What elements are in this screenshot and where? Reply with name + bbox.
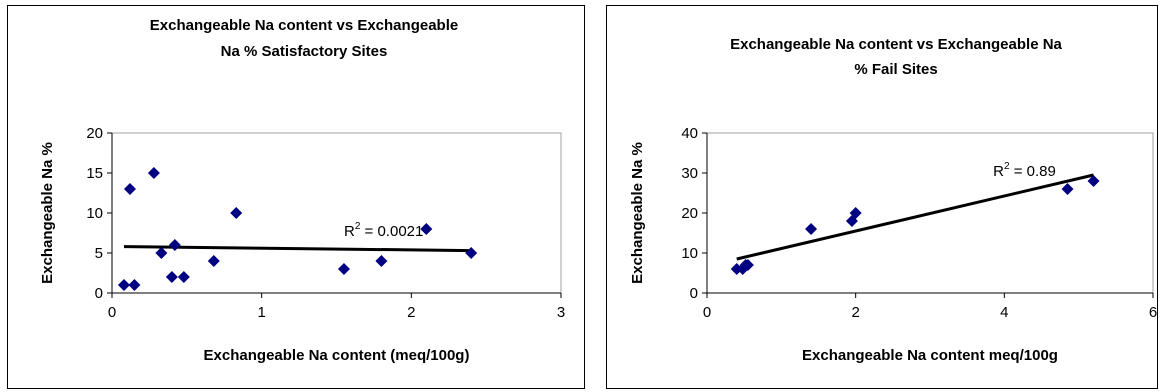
chart-panel-fail: Exchangeable Na content vs Exchangeable … bbox=[606, 5, 1158, 389]
r-squared-label: R2 = 0.0021 bbox=[344, 221, 423, 240]
y-tick-label: 5 bbox=[95, 245, 103, 262]
data-point bbox=[147, 167, 160, 179]
chart-title-line: % Fail Sites bbox=[854, 61, 937, 78]
r-squared-superscript: 2 bbox=[355, 221, 361, 232]
data-point bbox=[230, 207, 243, 219]
data-point bbox=[165, 271, 178, 283]
x-tick-label: 4 bbox=[1000, 304, 1008, 321]
data-point bbox=[1061, 183, 1074, 195]
x-tick-label: 2 bbox=[851, 304, 859, 321]
chart-title-line: Na % Satisfactory Sites bbox=[221, 43, 388, 60]
r-squared-symbol: R bbox=[344, 223, 355, 240]
data-point bbox=[849, 207, 862, 219]
r-squared-value: = 0.89 bbox=[1010, 163, 1056, 180]
x-tick-label: 6 bbox=[1149, 304, 1157, 321]
data-point bbox=[741, 259, 754, 271]
y-tick-label: 20 bbox=[681, 205, 698, 222]
x-tick-label: 3 bbox=[557, 304, 565, 321]
data-point bbox=[375, 255, 388, 267]
x-axis-label: Exchangeable Na content meq/100g bbox=[802, 347, 1058, 364]
y-axis-label: Exchangeable Na % bbox=[39, 142, 56, 284]
r-squared-superscript: 2 bbox=[1004, 161, 1010, 172]
y-tick-label: 10 bbox=[681, 245, 698, 262]
chart-fail-sites: Exchangeable Na content vs Exchangeable … bbox=[629, 36, 1157, 364]
data-point bbox=[845, 215, 858, 227]
x-tick-label: 2 bbox=[407, 304, 415, 321]
x-tick-label: 0 bbox=[108, 304, 116, 321]
data-point bbox=[128, 279, 141, 291]
plot-area bbox=[111, 132, 562, 294]
data-point bbox=[465, 247, 478, 259]
r-squared-value: = 0.0021 bbox=[360, 223, 423, 240]
x-tick-label: 0 bbox=[703, 304, 711, 321]
data-point bbox=[207, 255, 220, 267]
data-point bbox=[177, 271, 190, 283]
r-squared-symbol: R bbox=[993, 163, 1004, 180]
data-point bbox=[337, 263, 350, 275]
y-tick-label: 10 bbox=[86, 205, 103, 222]
trendline bbox=[736, 173, 1094, 261]
y-tick-label: 20 bbox=[86, 125, 103, 142]
trendline bbox=[123, 245, 472, 253]
data-point bbox=[168, 239, 181, 251]
data-point bbox=[420, 223, 433, 235]
y-tick-label: 40 bbox=[681, 125, 698, 142]
data-point bbox=[117, 279, 130, 291]
chart-panel-satisfactory: Exchangeable Na content vs Exchangeable N… bbox=[7, 5, 585, 389]
chart-title-line: Exchangeable Na content vs Exchangeable … bbox=[730, 36, 1062, 53]
y-tick-label: 30 bbox=[681, 165, 698, 182]
y-tick-label: 15 bbox=[86, 165, 103, 182]
x-tick-label: 1 bbox=[257, 304, 265, 321]
data-point bbox=[155, 247, 168, 259]
r-squared-label: R2 = 0.89 bbox=[993, 161, 1056, 180]
y-tick-label: 0 bbox=[95, 285, 103, 302]
chart-satisfactory-sites: Exchangeable Na content vs Exchangeable N… bbox=[39, 17, 565, 364]
y-tick-label: 0 bbox=[690, 285, 698, 302]
chart-title-line: Exchangeable Na content vs Exchangeable bbox=[150, 17, 458, 34]
data-point bbox=[1087, 175, 1100, 187]
y-axis-label: Exchangeable Na % bbox=[629, 142, 646, 284]
x-axis-label: Exchangeable Na content (meq/100g) bbox=[204, 347, 470, 364]
data-point bbox=[805, 223, 818, 235]
data-point bbox=[123, 183, 136, 195]
